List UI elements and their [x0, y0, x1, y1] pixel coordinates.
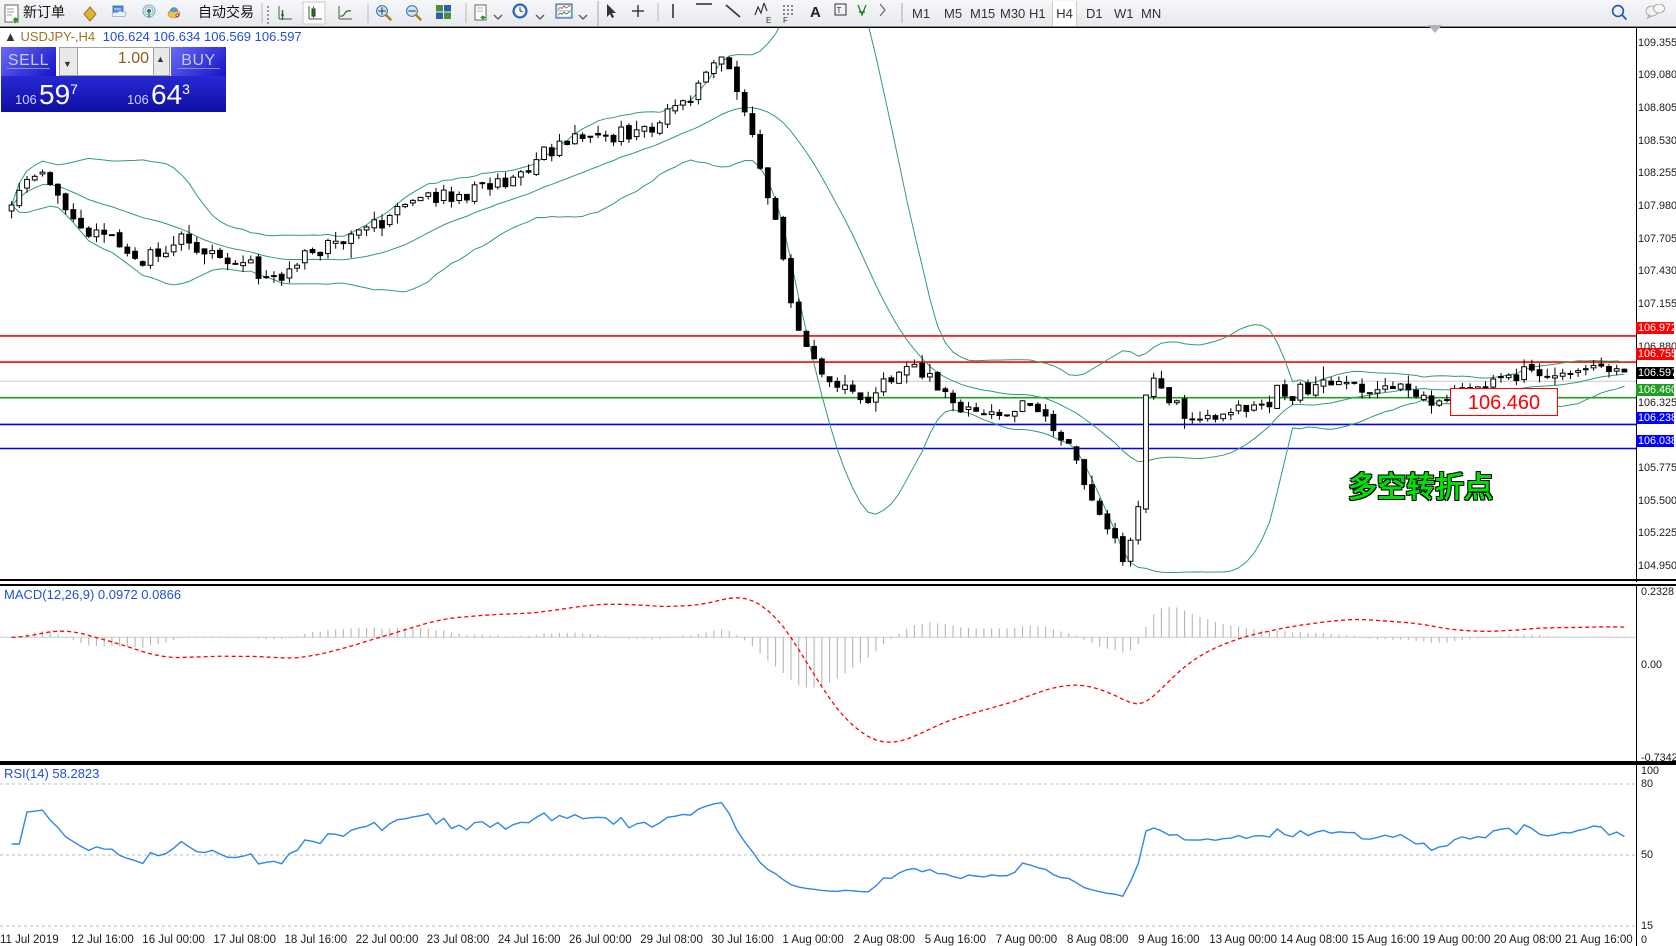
svg-text:E: E [766, 16, 771, 25]
svg-text:F: F [783, 16, 788, 25]
svg-text:A: A [810, 4, 821, 21]
svg-text:T: T [837, 6, 842, 15]
